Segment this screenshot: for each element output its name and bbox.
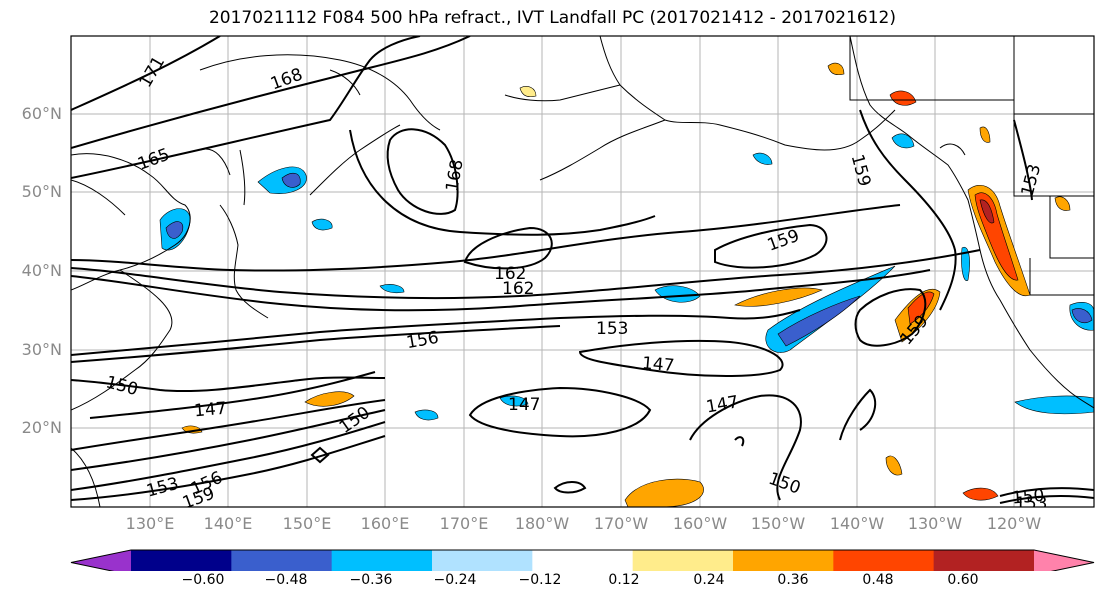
lon-label: 130°E [125,514,175,533]
contour-label: 159 [847,152,875,189]
contour-label: 162 [502,279,534,299]
contour-label: 150 [1011,486,1045,509]
lat-gridlines [71,113,1094,429]
colorbar-segment [933,550,1035,571]
map-frame [70,35,1095,508]
contour-label: 165 [135,145,172,175]
contour-label: 147 [508,395,540,415]
colorbar-segment [733,550,834,571]
contour-label: 147 [705,392,740,417]
colorbar-segment [331,550,433,571]
colorbar-extend-min [71,550,131,571]
lon-label: 180°W [514,514,570,533]
lon-label: 150°E [282,514,332,533]
colorbar-outline [70,549,1095,571]
lon-label: 140°W [829,514,885,533]
colorbar-tick: 0.36 [777,572,809,588]
lat-label: 20°N [21,418,62,437]
lon-label: 140°E [203,514,253,533]
colorbar-tick: −0.24 [433,572,477,588]
colorbar-tick: 0.48 [862,572,894,588]
colorbar-tick: 0.24 [693,572,725,588]
colorbar-tick: 0.12 [608,572,640,588]
negative-anomaly-patches [159,133,1094,421]
colorbar-extend-max [1034,550,1094,571]
colorbar-segment [833,550,935,571]
lon-label: 160°W [672,514,728,533]
contour-label: 153 [596,319,628,339]
contour-label: 171 [136,53,170,91]
lon-label: 170°W [593,514,649,533]
contour-label: 147 [641,353,675,376]
contour-label: 153 [1015,494,1047,514]
lat-label: 50°N [21,182,62,201]
positive-anomaly-patches [181,62,1071,507]
lat-label: 40°N [21,261,62,280]
contour-label: 150 [336,403,374,438]
lon-label: 150°W [750,514,806,533]
contour-label: 147 [193,399,227,422]
political-borders [849,36,1094,296]
contour-lines [71,36,1094,504]
map-title: 2017021112 F084 500 hPa refract., IVT La… [208,8,896,28]
contour-label: 150 [104,372,141,400]
lon-label: 160°E [360,514,410,533]
colorbar-segment [131,550,232,571]
colorbar-segment [432,550,533,571]
coastlines [71,36,1094,507]
contour-label: 156 [405,328,440,353]
colorbar-tick: −0.36 [349,572,393,588]
colorbar-segment [231,550,333,571]
map-panel: 171 168 165 168 162 162 159 159 159 156 … [70,35,1095,514]
lat-label: 30°N [21,340,62,359]
contour-label: 150 [766,469,803,499]
contour-label: 159 [180,484,217,514]
colorbar-tick: −0.12 [518,572,562,588]
lon-label: 170°E [439,514,489,533]
lat-label: 60°N [21,104,62,123]
contour-label: 153 [1018,162,1046,199]
colorbar-tick: −0.48 [264,572,308,588]
lon-label: 130°W [907,514,963,533]
colorbar-segment [632,550,734,571]
colorbar [70,549,1095,571]
contour-label: 168 [268,65,305,95]
colorbar-tick: −0.60 [181,572,225,588]
lon-label: 120°W [986,514,1042,533]
colorbar-tick: 0.60 [947,572,979,588]
contour-label: 162 [494,264,526,284]
colorbar-segment [532,550,634,571]
